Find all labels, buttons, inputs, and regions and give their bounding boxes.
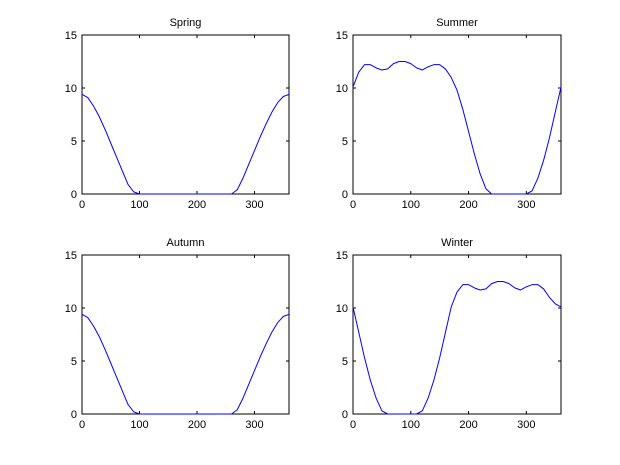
autumn-y-tick-label: 10 bbox=[65, 303, 77, 315]
summer-x-tick-label: 200 bbox=[459, 199, 477, 211]
spring-x-tick-label: 200 bbox=[188, 199, 206, 211]
summer-series-line bbox=[352, 61, 562, 195]
winter-series-line bbox=[352, 281, 562, 415]
winter-panel: Winter 0 100 200 300 0 5 10 15 bbox=[336, 237, 562, 431]
spring-x-tick-label: 100 bbox=[130, 199, 148, 211]
summer-y-tick-label: 10 bbox=[336, 83, 348, 95]
winter-y-tick-label: 5 bbox=[342, 356, 348, 368]
spring-x-tick-label: 300 bbox=[245, 199, 263, 211]
spring-y-tick-label: 10 bbox=[65, 83, 77, 95]
winter-y-tick-label: 15 bbox=[336, 250, 348, 262]
spring-y-tick-label: 5 bbox=[71, 136, 77, 148]
winter-x-tick-label: 200 bbox=[459, 419, 477, 431]
winter-x-tick-label: 300 bbox=[517, 419, 535, 431]
summer-panel: Summer 0 100 200 300 0 5 10 15 bbox=[336, 17, 562, 211]
autumn-x-tick-label: 200 bbox=[188, 419, 206, 431]
autumn-x-tick-label: 100 bbox=[130, 419, 148, 431]
spring-y-tick-label: 0 bbox=[71, 189, 77, 201]
winter-title: Winter bbox=[441, 237, 473, 249]
summer-y-tick-label: 15 bbox=[336, 30, 348, 42]
autumn-title: Autumn bbox=[167, 237, 205, 249]
autumn-y-tick-label: 0 bbox=[71, 409, 77, 421]
summer-y-tick-label: 0 bbox=[342, 189, 348, 201]
summer-x-tick-label: 0 bbox=[350, 199, 356, 211]
autumn-y-tick-label: 5 bbox=[71, 356, 77, 368]
spring-x-tick-label: 0 bbox=[79, 199, 85, 211]
summer-x-tick-label: 300 bbox=[517, 199, 535, 211]
spring-series-line bbox=[81, 93, 290, 195]
summer-plot-frame bbox=[352, 34, 562, 195]
winter-y-tick-label: 0 bbox=[342, 409, 348, 421]
summer-title: Summer bbox=[436, 17, 478, 29]
autumn-panel: Autumn 0 100 200 300 0 5 10 15 bbox=[65, 237, 290, 431]
summer-x-tick-label: 100 bbox=[402, 199, 420, 211]
winter-plot-frame bbox=[352, 254, 562, 415]
summer-y-tick-label: 5 bbox=[342, 136, 348, 148]
autumn-y-tick-label: 15 bbox=[65, 250, 77, 262]
spring-y-tick-label: 15 bbox=[65, 30, 77, 42]
spring-panel: Spring 0 100 200 300 0 5 10 15 bbox=[65, 17, 290, 211]
autumn-x-tick-label: 300 bbox=[245, 419, 263, 431]
autumn-x-tick-label: 0 bbox=[79, 419, 85, 431]
winter-y-tick-label: 10 bbox=[336, 303, 348, 315]
winter-x-tick-label: 100 bbox=[402, 419, 420, 431]
winter-x-tick-label: 0 bbox=[350, 419, 356, 431]
spring-title: Spring bbox=[170, 17, 202, 29]
autumn-series-line bbox=[81, 313, 290, 415]
